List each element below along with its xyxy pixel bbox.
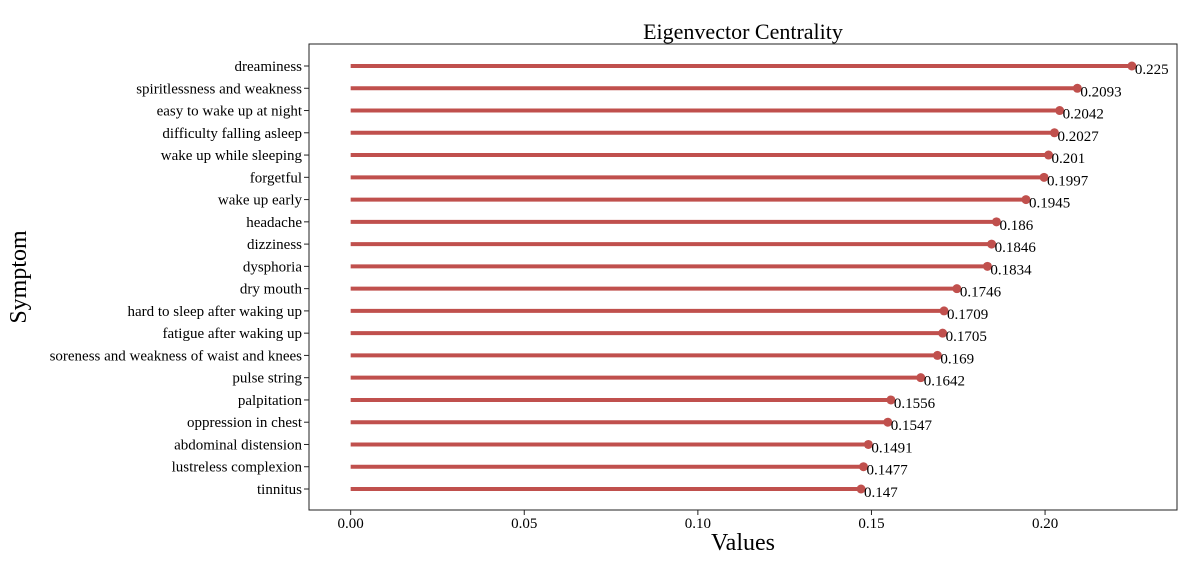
lollipop-point — [1039, 172, 1049, 182]
lollipop-point — [1072, 83, 1082, 93]
value-label: 0.1705 — [946, 329, 987, 345]
value-label: 0.1945 — [1029, 196, 1070, 212]
value-label: 0.1834 — [990, 262, 1032, 278]
value-label: 0.2042 — [1063, 107, 1104, 123]
lollipop-point — [1127, 61, 1137, 71]
value-label: 0.1556 — [894, 396, 936, 412]
lollipop-point — [916, 373, 926, 383]
lollipop-point — [886, 395, 896, 405]
value-label: 0.186 — [999, 218, 1033, 234]
category-label: hard to sleep after waking up — [127, 304, 302, 320]
lollipop-point — [1044, 150, 1054, 160]
x-axis-title: Values — [711, 530, 775, 556]
lollipop-point — [1021, 195, 1031, 205]
value-label: 0.2093 — [1080, 84, 1121, 100]
lollipop-point — [856, 484, 866, 494]
category-label: dreaminess — [235, 59, 303, 75]
category-label: dizziness — [247, 237, 302, 253]
value-label: 0.225 — [1135, 62, 1169, 78]
lollipop-point — [982, 261, 992, 271]
value-label: 0.1997 — [1047, 173, 1089, 189]
lollipop-point — [987, 239, 997, 249]
category-label: soreness and weakness of waist and knees — [50, 348, 303, 364]
lollipop-point — [991, 217, 1001, 227]
lollipop-point — [939, 306, 949, 316]
x-tick-label: 0.15 — [858, 516, 884, 532]
category-label: pulse string — [232, 371, 302, 387]
category-label: palpitation — [238, 393, 303, 409]
category-label: lustreless complexion — [172, 460, 303, 476]
x-tick-label: 0.10 — [685, 516, 711, 532]
category-label: headache — [246, 215, 302, 231]
category-label: tinnitus — [257, 482, 302, 498]
category-label: wake up early — [218, 193, 303, 209]
lollipop-point — [952, 284, 962, 294]
category-label: forgetful — [250, 170, 302, 186]
lollipop-point — [1049, 128, 1059, 138]
category-label: wake up while sleeping — [161, 148, 303, 164]
category-label: dysphoria — [243, 259, 303, 275]
value-label: 0.169 — [940, 351, 974, 367]
category-label: difficulty falling asleep — [162, 126, 302, 142]
value-label: 0.1491 — [871, 440, 912, 456]
lollipop-point — [883, 417, 893, 427]
x-tick-label: 0.00 — [338, 516, 364, 532]
value-label: 0.201 — [1052, 151, 1086, 167]
y-axis-title: Symptom — [6, 230, 32, 324]
category-label: easy to wake up at night — [157, 104, 303, 120]
category-label: fatigue after waking up — [162, 326, 302, 342]
y-axis-category-labels: dreaminess spiritlessness and weakness eas… — [50, 59, 309, 498]
category-label: spiritlessness and weakness — [136, 81, 302, 97]
lollipop-point — [858, 462, 868, 472]
lollipop-point — [938, 328, 948, 338]
category-label: oppression in chest — [187, 415, 303, 431]
value-label: 0.1477 — [866, 463, 908, 479]
value-label: 0.1846 — [995, 240, 1037, 256]
lollipop-point — [863, 439, 873, 449]
value-label: 0.1642 — [924, 374, 965, 390]
chart-title: Eigenvector Centrality — [643, 19, 843, 44]
x-tick-label: 0.05 — [511, 516, 537, 532]
lollipop-point — [932, 350, 942, 360]
lollipop-point — [1055, 106, 1065, 116]
value-label: 0.147 — [864, 485, 898, 501]
category-label: dry mouth — [240, 282, 303, 298]
value-label: 0.1746 — [960, 285, 1002, 301]
value-label: 0.1547 — [891, 418, 933, 434]
x-tick-label: 0.20 — [1032, 516, 1058, 532]
lollipop-series: 0.225 0.2093 0.2042 0.2027 0.201 0.1997 0.1945… — [350, 61, 1169, 501]
plot-area-border — [308, 43, 1178, 511]
value-label: 0.2027 — [1057, 129, 1099, 145]
category-label: abdominal distension — [174, 437, 302, 453]
value-label: 0.1709 — [947, 307, 988, 323]
x-axis-ticks: 0.00 0.05 0.10 0.15 0.20 — [338, 510, 1058, 532]
